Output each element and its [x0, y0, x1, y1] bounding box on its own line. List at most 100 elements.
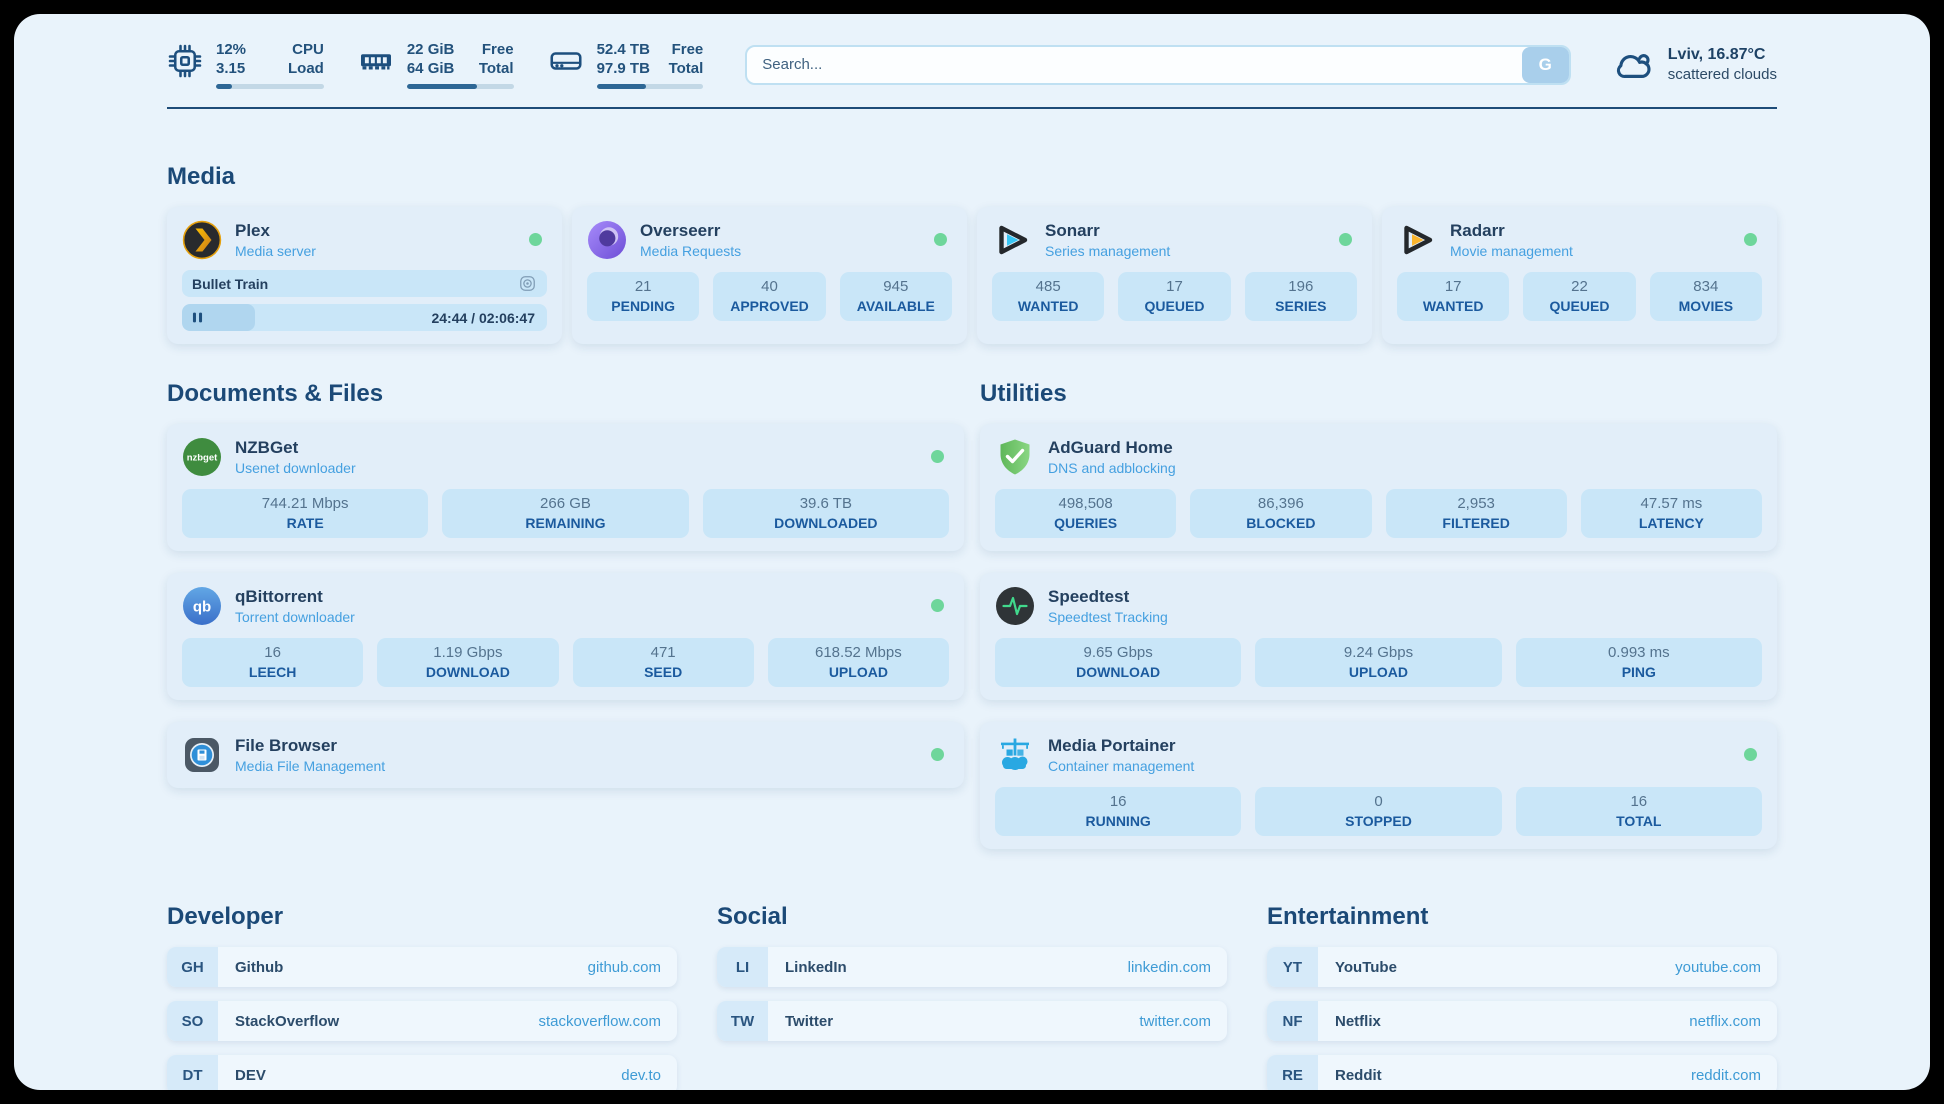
plex-icon — [182, 220, 222, 260]
stat-box: 86,396 BLOCKED — [1190, 489, 1372, 538]
status-dot — [529, 233, 542, 246]
app-title: Speedtest — [1048, 587, 1130, 606]
app-card-speedtest[interactable]: Speedtest Speedtest Tracking 9.65 Gbps D… — [980, 573, 1777, 700]
stat-box: 21 PENDING — [587, 272, 700, 321]
stat-label: DOWNLOADED — [774, 515, 878, 531]
svg-text:nzbget: nzbget — [187, 453, 218, 464]
app-title: File Browser — [235, 736, 338, 755]
stat-value: 618.52 Mbps — [815, 644, 902, 661]
app-card-sonarr[interactable]: Sonarr Series management 485 WANTED 17 Q… — [977, 207, 1372, 344]
filebrowser-icon — [182, 735, 222, 775]
weather-location-temp: Lviv, 16.87°C — [1667, 46, 1766, 63]
stat-value: 0.993 ms — [1607, 644, 1670, 661]
app-card-plex[interactable]: Plex Media server Bullet Train — [167, 207, 562, 344]
stat-value: 9.65 Gbps — [1083, 644, 1153, 661]
bookmark-url: github.com — [587, 958, 661, 976]
app-subtitle: Torrent downloader — [235, 609, 355, 625]
bookmark-url: linkedin.com — [1127, 958, 1211, 976]
stat-box: 471 SEED — [572, 638, 754, 687]
stat-box: 39.6 TB DOWNLOADED — [702, 489, 949, 538]
bookmark-abbr: SO — [167, 1001, 218, 1041]
app-card-portainer[interactable]: Media Portainer Container management 16 … — [980, 722, 1777, 849]
stat-box: 498,508 QUERIES — [995, 489, 1177, 538]
svg-text:qb: qb — [193, 599, 211, 616]
cpu-progress-track — [216, 84, 324, 89]
app-card-filebrowser[interactable]: File Browser Media File Management — [167, 722, 964, 788]
bookmark-youtube[interactable]: YT YouTube youtube.com — [1267, 947, 1777, 987]
disk-icon — [548, 43, 584, 79]
plex-now-playing-row: Bullet Train — [182, 270, 547, 297]
status-dot — [1744, 748, 1757, 761]
section-title-social: Social — [717, 903, 788, 930]
bookmark-twitter[interactable]: TW Twitter twitter.com — [717, 1001, 1227, 1041]
app-subtitle: Series management — [1045, 243, 1171, 259]
app-card-adguard[interactable]: AdGuard Home DNS and adblocking 498,508 … — [980, 424, 1777, 551]
stat-box: 945 AVAILABLE — [839, 272, 952, 321]
cpu-usage-value: 12% — [216, 41, 247, 58]
stat-label: PENDING — [611, 298, 676, 314]
stat-box: 47.57 ms LATENCY — [1580, 489, 1762, 538]
bookmark-url: youtube.com — [1675, 958, 1761, 976]
stat-value: 17 — [1444, 278, 1462, 295]
stat-label: APPROVED — [730, 298, 809, 314]
app-card-nzbget[interactable]: nzbget NZBGet Usenet downloader 74 — [167, 424, 964, 551]
stat-value: 22 — [1571, 278, 1588, 295]
stat-label: LEECH — [248, 664, 297, 680]
stat-label: STOPPED — [1345, 813, 1412, 829]
status-dot — [931, 748, 944, 761]
stat-label: SEED — [644, 664, 683, 680]
stat-label: BLOCKED — [1246, 515, 1316, 531]
search-provider-button[interactable]: G — [1521, 46, 1569, 83]
stat-box: 17 QUEUED — [1118, 272, 1231, 321]
bookmark-stackoverflow[interactable]: SO StackOverflow stackoverflow.com — [167, 1001, 677, 1041]
status-dot — [1744, 233, 1757, 246]
stat-label: WANTED — [1422, 298, 1484, 314]
app-title: qBittorrent — [235, 587, 323, 606]
app-card-overseerr[interactable]: Overseerr Media Requests 21 PENDING 40 A… — [572, 207, 967, 344]
app-subtitle: Media Requests — [640, 243, 742, 259]
app-card-qbittorrent[interactable]: qb qBittorrent Torrent downloader — [167, 573, 964, 700]
stat-label: UPLOAD — [828, 664, 888, 680]
app-title: Sonarr — [1045, 221, 1100, 240]
bookmark-url: netflix.com — [1689, 1012, 1761, 1030]
app-subtitle: Usenet downloader — [235, 460, 356, 476]
sonarr-icon — [992, 220, 1032, 260]
stat-label: MOVIES — [1678, 298, 1734, 314]
bookmark-group-developer: Developer GH Github github.com SO StackO… — [167, 903, 677, 1090]
status-dot — [931, 599, 944, 612]
bookmark-url: stackoverflow.com — [538, 1012, 661, 1030]
disk-progress-fill — [596, 84, 646, 89]
stat-value: 498,508 — [1058, 495, 1113, 512]
topbar: 12% 3.15 CPU Load — [167, 40, 1777, 89]
stat-value: 47.57 ms — [1640, 495, 1703, 512]
stat-label: DOWNLOAD — [425, 664, 510, 680]
bookmark-name: Reddit — [1335, 1066, 1382, 1084]
bookmark-abbr: TW — [717, 1001, 768, 1041]
stat-value: 1.19 Gbps — [433, 644, 503, 661]
stat-label: AVAILABLE — [856, 298, 935, 314]
bookmark-abbr: DT — [167, 1055, 218, 1090]
stat-box: 196 SERIES — [1244, 272, 1357, 321]
app-title: Media Portainer — [1048, 736, 1176, 755]
section-title-entertainment: Entertainment — [1267, 903, 1429, 930]
bookmarks-grid: Developer GH Github github.com SO StackO… — [167, 903, 1777, 1090]
bookmark-linkedin[interactable]: LI LinkedIn linkedin.com — [717, 947, 1227, 987]
section-title-utilities: Utilities — [980, 380, 1067, 407]
stat-value: 16 — [1109, 793, 1127, 810]
memory-free-value: 22 GiB — [406, 41, 455, 58]
bookmark-github[interactable]: GH Github github.com — [167, 947, 677, 987]
bookmark-abbr: RE — [1267, 1055, 1318, 1090]
bookmark-dev[interactable]: DT DEV dev.to — [167, 1055, 677, 1090]
section-title-media: Media — [167, 163, 236, 190]
dashboard-panel: 12% 3.15 CPU Load — [14, 14, 1930, 1090]
stat-value: 40 — [761, 278, 778, 295]
app-title: Plex — [235, 221, 270, 240]
bookmark-netflix[interactable]: NF Netflix netflix.com — [1267, 1001, 1777, 1041]
bookmark-reddit[interactable]: RE Reddit reddit.com — [1267, 1055, 1777, 1090]
app-subtitle: Speedtest Tracking — [1048, 609, 1168, 625]
bookmark-abbr: NF — [1267, 1001, 1318, 1041]
app-card-radarr[interactable]: Radarr Movie management 17 WANTED 22 QUE… — [1382, 207, 1777, 344]
header-divider — [167, 107, 1777, 109]
cpu-label: CPU — [292, 41, 324, 58]
search-input[interactable] — [745, 44, 1571, 85]
